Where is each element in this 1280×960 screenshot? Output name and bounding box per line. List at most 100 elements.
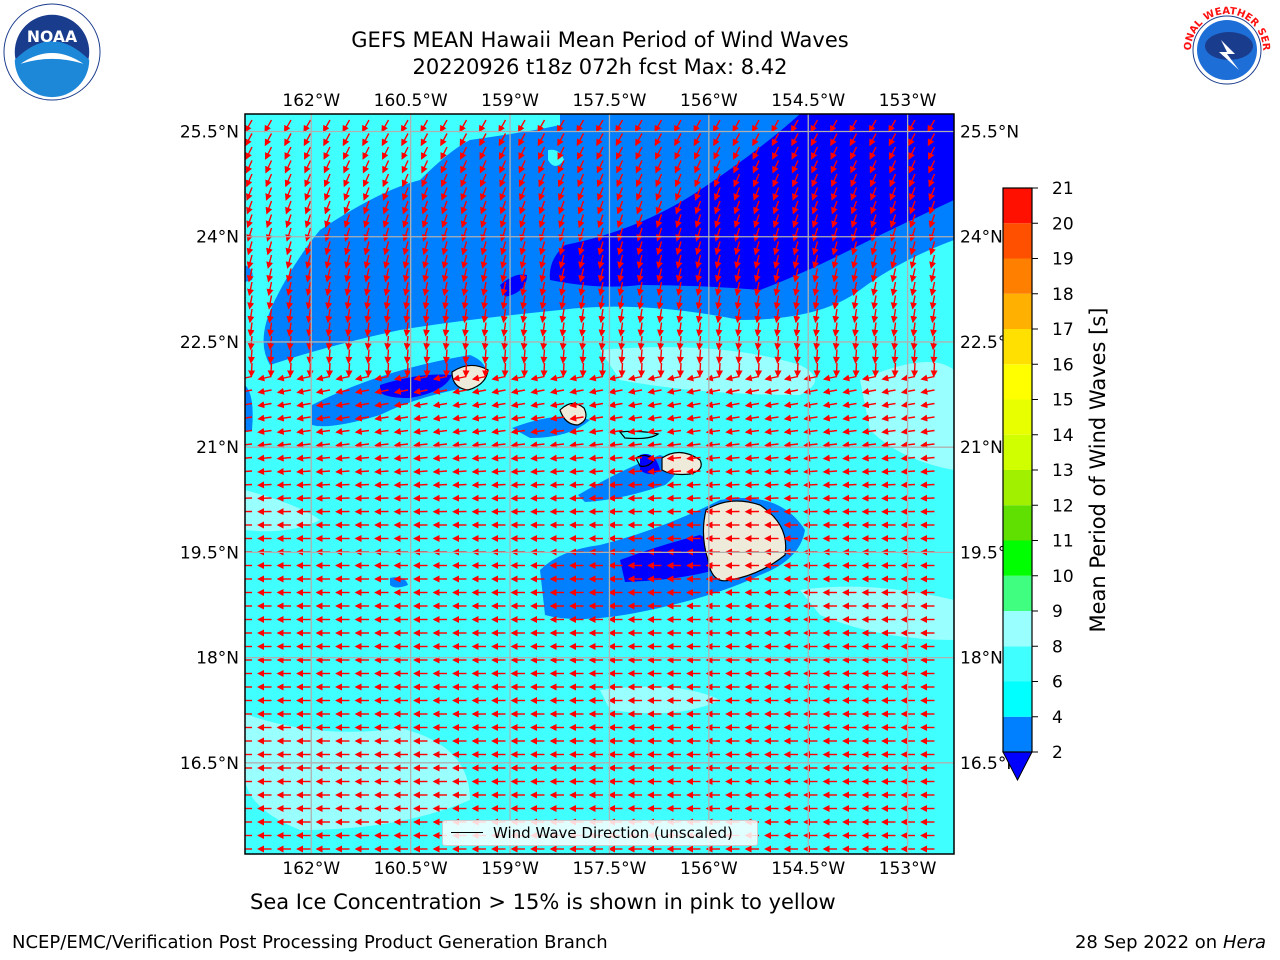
wind-wave-arrow [734,308,742,324]
map-title: GEFS MEAN Hawaii Mean Period of Wind Wav… [351,28,849,52]
wind-wave-arrow [305,295,313,310]
wind-wave-arrow [764,481,779,489]
wind-wave-arrow [343,200,351,215]
wind-wave-arrow [576,133,585,147]
wind-wave-arrow [460,200,468,215]
wind-wave-arrow [539,295,547,310]
wind-wave-arrow [479,160,487,174]
wind-wave-arrow [909,214,916,229]
wind-wave-arrow [928,200,936,215]
wind-wave-arrow [286,349,294,364]
wind-wave-arrow [306,362,314,378]
wind-wave-arrow [374,481,389,489]
wind-wave-arrow [362,173,370,188]
wind-wave-arrow [381,133,390,147]
colorbar-tick-label: 14 [1052,426,1074,446]
wind-wave-arrow [675,227,683,242]
wind-wave-arrow [927,119,936,133]
colorbar-tick-label: 17 [1052,320,1074,340]
wind-wave-arrow [753,268,761,283]
wind-wave-arrow [812,308,820,324]
wind-wave-arrow [791,187,799,201]
wind-wave-arrow [850,160,858,174]
wind-wave-arrow [754,295,762,310]
wind-wave-arrow [842,468,857,476]
wind-wave-arrow [616,200,624,215]
wind-wave-arrow [383,308,391,324]
wind-wave-arrow [889,187,897,201]
wind-wave-arrow [907,119,916,133]
colorbar-tick-label: 16 [1052,355,1074,375]
wind-wave-arrow [305,241,312,256]
wind-wave-arrow [616,214,624,229]
wind-wave-arrow [674,160,682,174]
wind-wave-arrow [384,322,392,337]
wind-wave-arrow [462,362,470,378]
wind-wave-arrow [383,241,390,256]
wind-wave-arrow [822,468,838,476]
wind-wave-arrow [364,281,371,297]
wind-wave-arrow [829,119,838,133]
wind-wave-arrow [440,187,448,201]
wind-wave-arrow [510,481,526,489]
wind-wave-arrow [549,468,565,476]
wind-wave-arrow [461,295,469,310]
wind-wave-arrow [695,241,702,256]
wind-wave-arrow [361,119,370,133]
wind-wave-arrow [540,362,548,378]
island-kauai [451,364,489,391]
lon-tick-labels-top: 162°W 160.5°W 159°W 157.5°W 156°W 154.5°W 153°… [282,91,936,111]
wind-wave-arrow [618,362,626,378]
wind-wave-arrow [695,281,703,297]
wind-wave-arrow [518,173,526,188]
wind-wave-arrow [284,133,292,147]
colorbar-segment [1003,540,1032,576]
wind-wave-arrow [344,268,352,283]
wind-wave-arrow [608,481,623,489]
wind-wave-arrow [287,362,295,378]
wind-wave-arrow [928,160,936,174]
lon-tick-label: 157.5°W [572,859,646,879]
map-area[interactable] [239,114,954,854]
wind-wave-arrow [285,268,293,283]
wind-wave-arrow [519,227,527,242]
wind-wave-arrow [803,468,818,476]
wind-wave-arrow [712,119,721,133]
wind-wave-arrow [752,160,760,174]
wind-wave-arrow [323,173,331,188]
wind-wave-arrow [930,322,938,337]
wind-wave-arrow [305,308,313,324]
colorbar-segment [1003,364,1032,400]
colorbar-tick-label: 8 [1052,637,1063,657]
wind-wave-arrow [305,268,313,283]
wind-wave-arrow [520,322,528,337]
wind-wave-arrow [764,468,779,476]
wind-wave-arrow [674,173,682,188]
wind-wave-arrow [852,362,860,378]
wind-wave-arrow [460,146,468,160]
wind-wave-arrow [579,322,587,337]
wind-wave-arrow [754,322,762,337]
wind-wave-arrow [908,187,916,201]
wind-wave-arrow [635,187,643,201]
wind-wave-arrow [733,173,741,188]
wind-wave-arrow [540,322,548,337]
wind-wave-arrow [792,241,800,256]
wind-wave-arrow [714,227,722,242]
wind-wave-arrow [599,362,607,378]
wind-wave-arrow [440,133,448,147]
wind-wave-arrow [771,119,780,133]
wind-wave-arrow [402,254,410,269]
wind-wave-arrow [442,308,450,324]
wind-wave-arrow [656,281,664,297]
wind-wave-arrow [791,133,799,147]
wind-wave-arrow [460,187,468,201]
wind-wave-arrow [928,173,936,188]
wind-wave-arrow [849,133,858,147]
wind-wave-arrow [286,281,293,297]
wind-wave-arrow [832,349,840,364]
wind-wave-arrow [393,481,409,489]
wind-wave-arrow [598,322,606,337]
wind-wave-arrow [383,295,391,310]
lat-tick-label: 18°N [960,649,1003,669]
